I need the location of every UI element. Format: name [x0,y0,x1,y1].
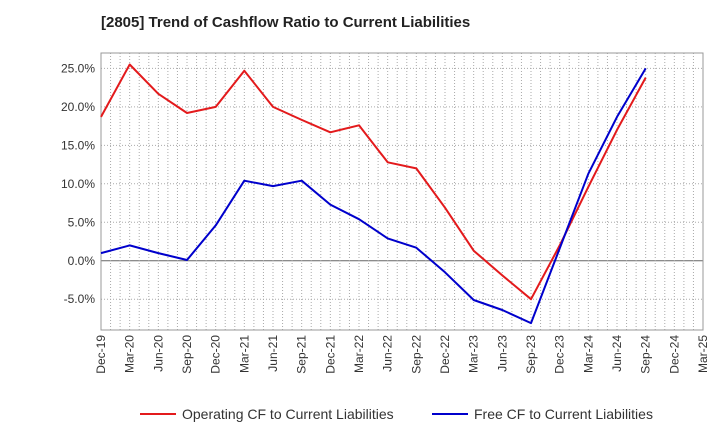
x-tick-label: Dec-20 [209,335,223,374]
legend-label: Operating CF to Current Liabilities [182,406,394,422]
x-tick-label: Mar-23 [467,335,481,373]
legend: Operating CF to Current Liabilities Free … [140,406,653,422]
x-tick-label: Sep-21 [295,335,309,374]
y-tick-label: -5.0% [64,292,96,306]
x-tick-label: Sep-20 [180,335,194,374]
x-tick-label: Sep-22 [409,335,423,374]
x-tick-label: Mar-22 [352,335,366,373]
x-tick-label: Mar-25 [696,335,710,373]
plot-area-frame [100,52,704,331]
series-line-operating-cf [100,63,647,301]
x-tick-label: Sep-24 [639,335,653,374]
x-tick-label: Dec-24 [667,335,681,374]
x-tick-label: Dec-22 [438,335,452,374]
x-tick-label: Jun-23 [495,335,509,372]
series [100,63,647,325]
y-tick-label: 25.0% [61,61,95,75]
x-tick-label: Dec-21 [323,335,337,374]
x-tick-label: Mar-21 [237,335,251,373]
x-tick-label: Mar-24 [581,335,595,373]
y-axis: -5.0% 0.0% 5.0% 10.0% 15.0% 20.0% 25.0% [61,61,95,306]
x-tick-label: Jun-21 [266,335,280,372]
y-tick-label: 0.0% [68,254,96,268]
x-tick-label: Jun-20 [151,335,165,372]
y-tick-label: 20.0% [61,100,95,114]
y-tick-label: 15.0% [61,138,95,152]
x-tick-label: Jun-22 [381,335,395,372]
x-tick-label: Dec-19 [94,335,108,374]
legend-label: Free CF to Current Liabilities [474,406,653,422]
chart-title: [2805] Trend of Cashflow Ratio to Curren… [101,14,471,31]
x-axis: Dec-19 Mar-20 Jun-20 Sep-20 Dec-20 Mar-21 Jun-… [94,335,710,374]
series-line-free-cf [100,67,647,325]
y-tick-label: 5.0% [68,215,96,229]
grid [101,53,703,330]
x-tick-label: Dec-23 [553,335,567,374]
x-tick-label: Sep-23 [524,335,538,374]
y-tick-label: 10.0% [61,177,95,191]
x-tick-label: Jun-24 [610,335,624,372]
x-tick-label: Mar-20 [123,335,137,373]
